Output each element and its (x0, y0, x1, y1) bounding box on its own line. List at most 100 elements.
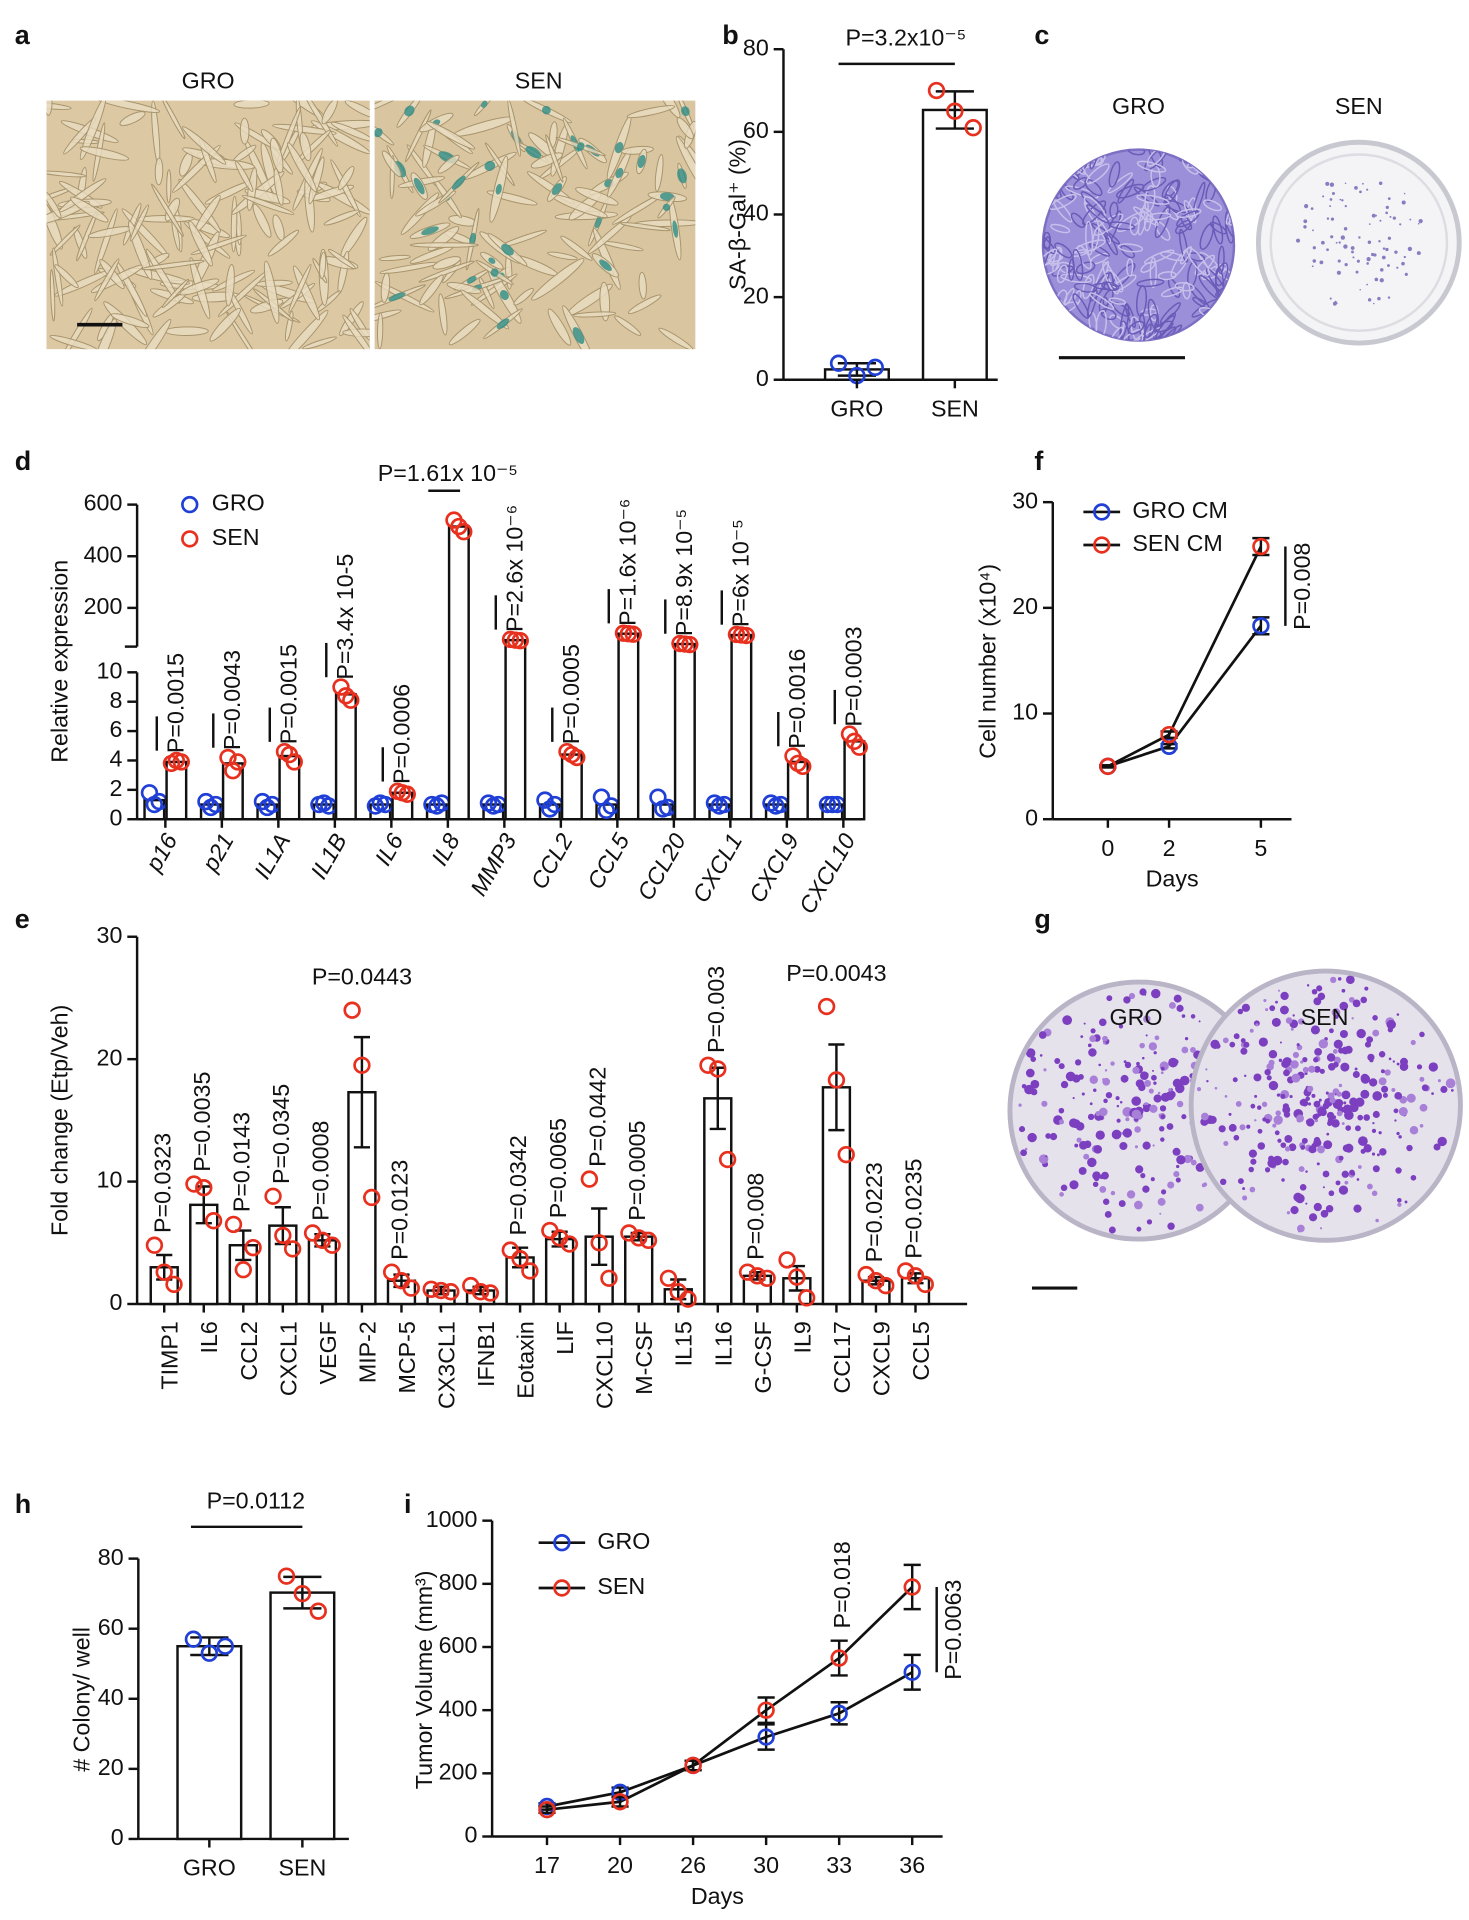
colony (1330, 976, 1337, 984)
data-point (679, 1290, 697, 1308)
colony (1081, 1092, 1085, 1096)
colony (1312, 259, 1317, 263)
colony (1219, 1178, 1227, 1186)
colony (1391, 1087, 1396, 1092)
cell (513, 288, 534, 306)
data-point (309, 1602, 327, 1620)
cell (161, 100, 186, 140)
colony (1410, 1039, 1416, 1046)
colony (1257, 1105, 1262, 1110)
data-point (511, 1250, 529, 1268)
colony (1364, 986, 1369, 991)
p-value: P=3.4x 10-5 (332, 554, 358, 680)
colony (1396, 266, 1399, 269)
stain-fiber (1218, 149, 1234, 163)
stain-fiber (1093, 260, 1110, 294)
data-point (659, 1269, 678, 1287)
colony (1382, 247, 1386, 250)
cell (293, 265, 321, 321)
colony (1118, 1200, 1126, 1208)
cell (161, 278, 190, 309)
stain-fiber (1159, 302, 1181, 324)
stained-cell (541, 105, 551, 115)
data-point (830, 1704, 848, 1723)
colony (1242, 1187, 1246, 1191)
colony (1190, 1014, 1196, 1019)
x-tick-label: CXCL9 (744, 829, 804, 907)
colony (1305, 1096, 1310, 1101)
colony (1338, 1083, 1343, 1088)
colony (1143, 1079, 1152, 1087)
colony (1353, 1204, 1362, 1213)
stain-fiber (1110, 326, 1125, 341)
data-point (718, 1150, 737, 1169)
stain-fiber (1102, 261, 1120, 295)
colony (1397, 1202, 1402, 1207)
data-point (521, 1262, 539, 1280)
colony (1306, 1118, 1315, 1127)
colony (1160, 1066, 1165, 1071)
data-point (216, 1637, 234, 1655)
colony (1372, 1165, 1380, 1173)
colony (1111, 1129, 1122, 1140)
stained-cell (490, 268, 499, 277)
colony (1354, 186, 1358, 190)
colony (1313, 1202, 1322, 1212)
image-label: GRO (1112, 93, 1165, 119)
p-value: P=0.0008 (308, 1121, 334, 1221)
data-point (903, 1663, 921, 1681)
colony (1134, 1200, 1143, 1210)
colony (1154, 1035, 1160, 1041)
cell (288, 263, 312, 313)
colony (1340, 235, 1346, 240)
x-tick-label: MMP3 (465, 829, 521, 900)
data-point (337, 687, 355, 705)
panel-letter: g (1034, 904, 1050, 934)
colony (1049, 1132, 1058, 1141)
colony (1379, 219, 1382, 222)
colony (1296, 1224, 1305, 1233)
colony (1325, 181, 1330, 186)
colony (1341, 1170, 1349, 1178)
data-point (541, 800, 559, 818)
cell (164, 326, 209, 336)
p-value: P=0.0112 (207, 1487, 305, 1513)
stain-fiber (1065, 185, 1099, 199)
colony (1123, 996, 1131, 1004)
colony (1419, 1103, 1428, 1112)
colony (1131, 1096, 1142, 1106)
colony (1126, 1107, 1131, 1112)
colony (1369, 1078, 1378, 1087)
colony (1071, 1119, 1081, 1129)
stain-fiber (1042, 155, 1059, 167)
stain-fiber (1215, 262, 1229, 287)
colony (1360, 1089, 1370, 1099)
colony (1104, 1069, 1108, 1072)
data-point (264, 1187, 282, 1205)
colony (1302, 1056, 1308, 1063)
x-tick-label: SEN (278, 1855, 326, 1881)
data-point (1252, 617, 1270, 635)
data-point (757, 1728, 775, 1746)
stain-fiber (1129, 216, 1140, 236)
colony (1387, 236, 1392, 240)
p-value: P=0.0006 (389, 684, 415, 784)
x-tick-label: 2 (1163, 835, 1176, 861)
cell (209, 307, 241, 342)
bar (143, 798, 166, 821)
data-point (630, 1229, 648, 1247)
stain-fiber (1088, 243, 1111, 257)
colony (1277, 989, 1281, 992)
colony (1372, 1015, 1378, 1021)
colony (1128, 992, 1136, 1000)
data-point (568, 748, 586, 767)
colony (1215, 1043, 1221, 1049)
colony (1318, 1098, 1322, 1102)
colony (1159, 1212, 1162, 1215)
x-tick-label: GRO (183, 1855, 236, 1881)
colony (1322, 195, 1325, 198)
colony (1341, 1122, 1345, 1125)
colony (1118, 1024, 1124, 1029)
cell (242, 194, 295, 215)
colony (1342, 1104, 1353, 1115)
